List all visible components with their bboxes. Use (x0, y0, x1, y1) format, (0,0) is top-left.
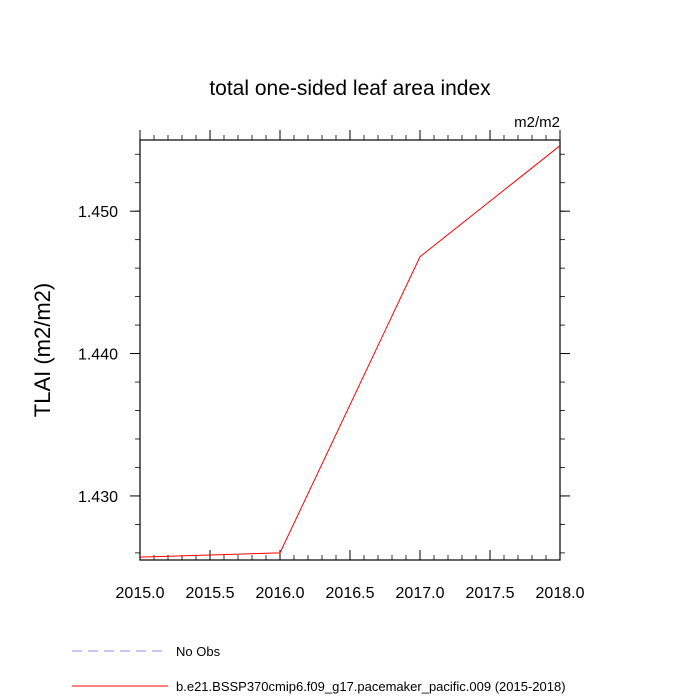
y-axis-ticks (130, 153, 570, 554)
x-tick-label: 2016.0 (256, 585, 305, 602)
legend: No Obs b.e21.BSSP370cmip6.f09_g17.pacema… (72, 644, 566, 694)
series-line (139, 145, 561, 558)
chart-title: total one-sided leaf area index (209, 77, 491, 100)
legend-label-no-obs: No Obs (176, 644, 221, 659)
series-lines (139, 145, 561, 558)
x-tick-label: 2017.5 (466, 585, 515, 602)
x-axis-ticks (139, 130, 561, 560)
x-tick-label: 2016.5 (326, 585, 375, 602)
y-tick-label: 1.430 (78, 489, 118, 506)
x-tick-label: 2015.0 (116, 585, 165, 602)
y-axis-label: TLAI (m2/m2) (30, 283, 55, 417)
plot-frame (139, 139, 561, 561)
y-axis-tick-labels: 1.430 1.440 1.450 (78, 204, 118, 506)
x-tick-label: 2018.0 (536, 585, 585, 602)
x-axis-tick-labels: 2015.0 2015.5 2016.0 2016.5 2017.0 2017.5 2018… (116, 585, 585, 602)
legend-label-series: b.e21.BSSP370cmip6.f09_g17.pacemaker_pac… (176, 679, 566, 694)
x-tick-label: 2017.0 (396, 585, 445, 602)
x-tick-label: 2015.5 (186, 585, 235, 602)
units-label: m2/m2 (514, 114, 560, 131)
y-tick-label: 1.440 (78, 347, 118, 364)
y-tick-label: 1.450 (78, 204, 118, 221)
